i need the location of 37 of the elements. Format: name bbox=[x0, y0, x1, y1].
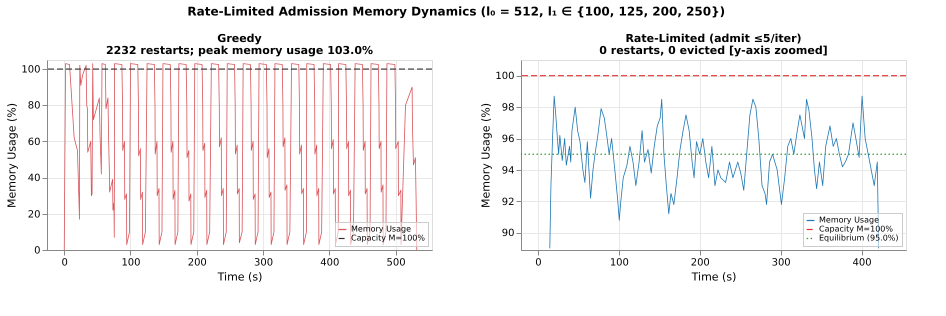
text: Rate-Limited Admission Memory Dynamics (l₀ = 512, l₁ ∈ {100, 125, 200, 250}) bbox=[187, 4, 726, 18]
x-tick-label: 200 bbox=[188, 258, 207, 268]
x-tick-label: 400 bbox=[320, 258, 340, 268]
chart-title: Greedy bbox=[217, 32, 262, 45]
legend-label: Capacity M=100% bbox=[351, 234, 426, 242]
x-tick-label: 100 bbox=[610, 258, 629, 268]
x-tick-label: 0 bbox=[62, 258, 68, 268]
y-tick-label: 100 bbox=[495, 71, 514, 82]
legend-label: Capacity M=100% bbox=[819, 224, 894, 234]
x-tick-label: 100 bbox=[121, 258, 141, 268]
y-tick-label: 60 bbox=[28, 136, 40, 148]
x-tick-label: 0 bbox=[535, 258, 542, 268]
y-tick-label: 0 bbox=[34, 246, 40, 256]
chart-title: Rate-Limited (admit ≤5/iter) bbox=[625, 32, 802, 45]
x-axis-title: Time (s) bbox=[690, 270, 736, 284]
y-tick-label: 20 bbox=[28, 209, 40, 220]
legend-label: Memory Usage bbox=[351, 224, 412, 234]
y-tick-label: 94 bbox=[502, 165, 514, 176]
legend-label: Memory Usage bbox=[819, 216, 880, 224]
y-tick-label: 100 bbox=[21, 64, 40, 76]
y-tick-label: 90 bbox=[502, 228, 514, 240]
x-tick-label: 300 bbox=[772, 258, 791, 268]
x-tick-label: 500 bbox=[386, 258, 406, 268]
y-tick-label: 92 bbox=[502, 196, 514, 208]
chart-subtitle: 0 restarts, 0 evicted [y-axis zoomed] bbox=[599, 44, 828, 57]
y-axis-title: Memory Usage (%) bbox=[5, 102, 18, 208]
x-tick-label: 200 bbox=[690, 258, 710, 268]
x-axis-title: Time (s) bbox=[216, 270, 262, 284]
y-tick-label: 80 bbox=[28, 100, 40, 112]
chart-subtitle: 2232 restarts; peak memory usage 103.0% bbox=[106, 44, 374, 57]
legend-label: Equilibrium (95.0%) bbox=[819, 234, 899, 242]
y-tick-label: 40 bbox=[28, 173, 40, 184]
y-axis-title: Memory Usage (%) bbox=[479, 102, 492, 208]
x-tick-label: 400 bbox=[852, 258, 872, 268]
y-tick-label: 96 bbox=[502, 134, 514, 146]
y-tick-label: 98 bbox=[502, 102, 514, 114]
x-tick-label: 300 bbox=[254, 258, 274, 268]
